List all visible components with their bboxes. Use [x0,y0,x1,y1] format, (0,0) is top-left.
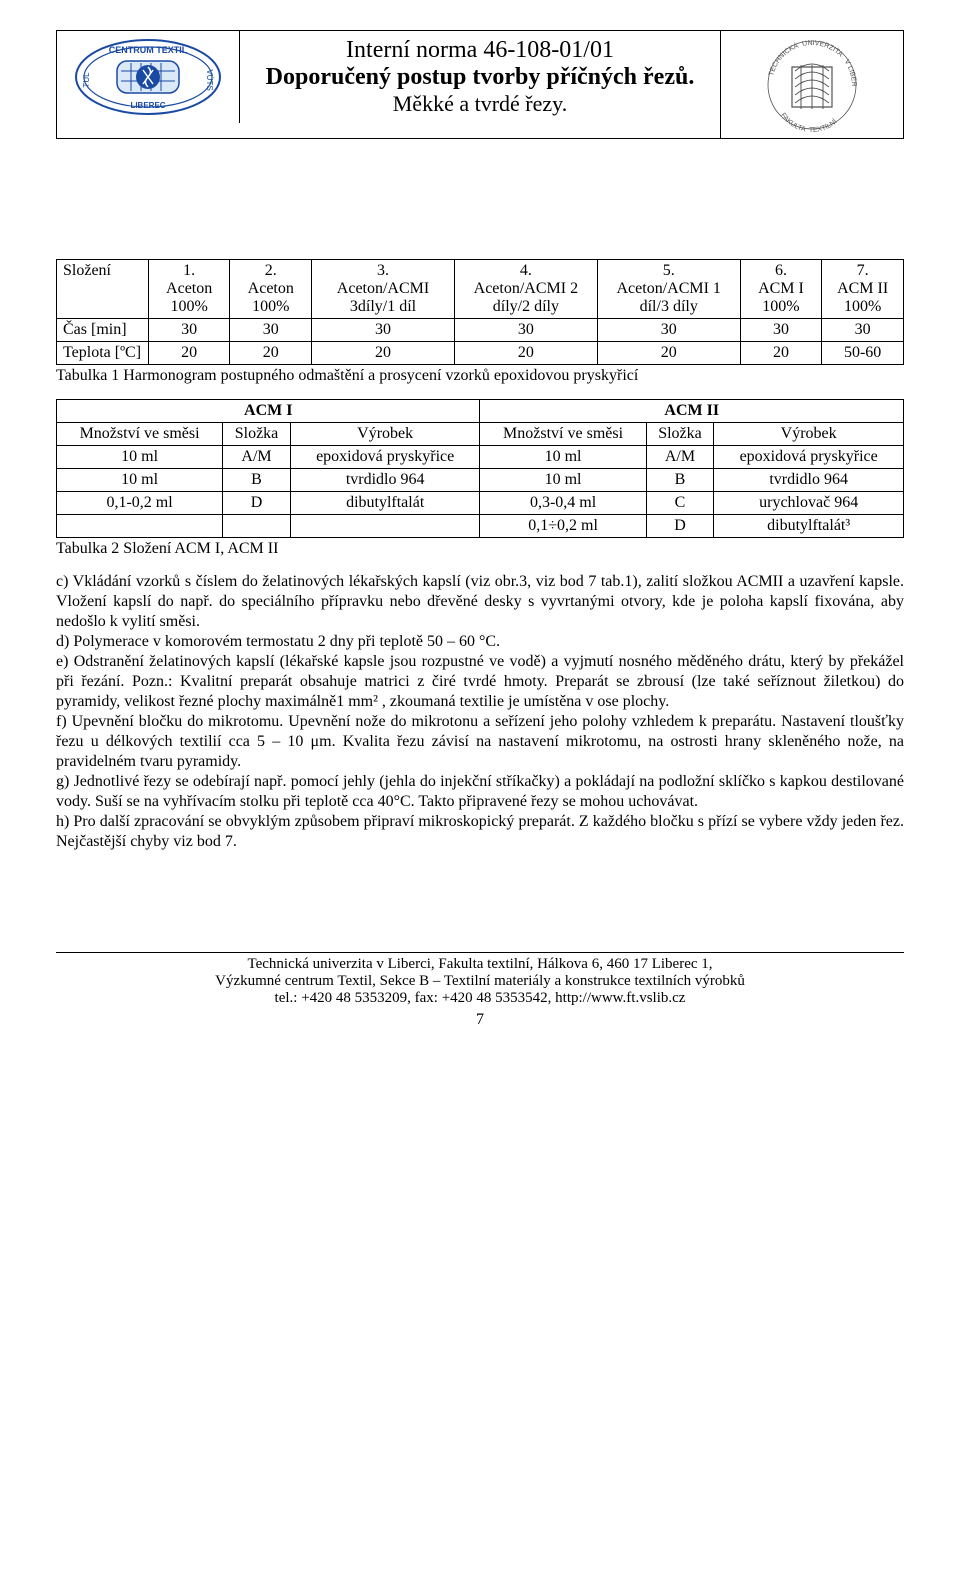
para-f: f) Upevnění bločku do mikrotomu. Upevněn… [56,713,904,770]
cell: A/M [223,446,291,469]
cell: 20 [597,342,740,365]
cell: 20 [740,342,822,365]
cell: 30 [740,319,822,342]
title-line-3: Měkké a tvrdé řezy. [393,91,568,117]
page: CENTRUM TEXTIL TUL VÚTS LIBEREC Interní … [0,0,960,1049]
cell: C [646,492,714,515]
row-label: Teplota [ºC] [57,342,149,365]
sub-header: Množství ve směsi [57,423,223,446]
cell: 0,1-0,2 ml [57,492,223,515]
sub-header: Výrobek [290,423,480,446]
table-row: Množství ve směsi Složka Výrobek Množstv… [57,423,904,446]
footer-line-1: Technická univerzita v Liberci, Fakulta … [56,956,904,973]
para-h: h) Pro další zpracování se obvyklým způs… [56,813,904,850]
para-c: c) Vkládání vzorků s číslem do želatinov… [56,573,904,630]
svg-text:FAKULTA TEXTILNÍ: FAKULTA TEXTILNÍ [779,112,838,132]
sub-header: Složka [646,423,714,446]
body-text: c) Vkládání vzorků s číslem do želatinov… [56,572,904,852]
cell: tvrdidlo 964 [714,469,904,492]
cell: dibutylftalát³ [714,515,904,538]
table-2: ACM I ACM II Množství ve směsi Složka Vý… [56,399,904,538]
col-head: 3.Aceton/ACMI 3díly/1 díl [312,260,455,319]
page-number: 7 [56,1011,904,1029]
col-head: 6.ACM I 100% [740,260,822,319]
title-line-1: Interní norma 46-108-01/01 [346,37,614,64]
title-cell: Interní norma 46-108-01/01 Doporučený po… [240,31,720,123]
cell: 50-60 [822,342,904,365]
cell: 10 ml [480,446,646,469]
table-row: Teplota [ºC] 20 20 20 20 20 20 50-60 [57,342,904,365]
right-logo-cell: TECHNICKÁ UNIVERZITA V LIBERCI FAKULTA T… [720,31,903,138]
cell: urychlovač 964 [714,492,904,515]
table-1: Složení 1.Aceton 100% 2.Aceton 100% 3.Ac… [56,259,904,365]
table-row: Složení 1.Aceton 100% 2.Aceton 100% 3.Ac… [57,260,904,319]
tul-seal-logo: TECHNICKÁ UNIVERZITA V LIBERCI FAKULTA T… [757,37,867,132]
para-e: e) Odstranění želatinových kapslí (lékař… [56,653,904,710]
cell [290,515,480,538]
cell [223,515,291,538]
cell: 30 [148,319,230,342]
centrum-textil-logo: CENTRUM TEXTIL TUL VÚTS LIBEREC [73,37,223,117]
cell: 20 [312,342,455,365]
cell: 30 [230,319,312,342]
cell: B [646,469,714,492]
svg-text:TECHNICKÁ UNIVERZITA V LIBE: TECHNICKÁ UNIVERZITA V LIBERCI [757,37,857,87]
group-header: ACM II [480,400,904,423]
cell: B [223,469,291,492]
table-row: 0,1-0,2 ml D dibutylftalát 0,3-0,4 ml C … [57,492,904,515]
logo-left-text: TUL [82,72,91,88]
table-2-caption: Tabulka 2 Složení ACM I, ACM II [56,540,904,558]
footer-rule [56,952,904,953]
cell: 30 [597,319,740,342]
cell: 30 [822,319,904,342]
cell: 10 ml [57,446,223,469]
cell: 20 [454,342,597,365]
row-label: Čas [min] [57,319,149,342]
content-area: Složení 1.Aceton 100% 2.Aceton 100% 3.Ac… [56,259,904,852]
para-g: g) Jednotlivé řezy se odebírají např. po… [56,773,904,810]
footer-line-2: Výzkumné centrum Textil, Sekce B – Texti… [56,973,904,990]
col-head: 1.Aceton 100% [148,260,230,319]
cell: dibutylftalát [290,492,480,515]
table-row: 0,1÷0,2 ml D dibutylftalát³ [57,515,904,538]
row-label: Složení [57,260,149,319]
col-head: 7.ACM II 100% [822,260,904,319]
cell: 30 [312,319,455,342]
col-head: 4.Aceton/ACMI 2 díly/2 díly [454,260,597,319]
cell: epoxidová pryskyřice [290,446,480,469]
cell: 10 ml [480,469,646,492]
footer-line-3: tel.: +420 48 5353209, fax: +420 48 5353… [56,990,904,1007]
logo-top-text: CENTRUM TEXTIL [109,45,188,55]
cell: 20 [230,342,312,365]
para-d: d) Polymerace v komorovém termostatu 2 d… [56,633,500,650]
cell [57,515,223,538]
cell: D [223,492,291,515]
col-head: 2.Aceton 100% [230,260,312,319]
col-head: 5.Aceton/ACMI 1 díl/3 díly [597,260,740,319]
cell: epoxidová pryskyřice [714,446,904,469]
left-logo-cell: CENTRUM TEXTIL TUL VÚTS LIBEREC [57,31,240,123]
cell: 20 [148,342,230,365]
table-1-caption: Tabulka 1 Harmonogram postupného odmaště… [56,367,904,385]
table-row: ACM I ACM II [57,400,904,423]
cell: D [646,515,714,538]
cell: tvrdidlo 964 [290,469,480,492]
cell: 0,1÷0,2 ml [480,515,646,538]
page-footer: Technická univerzita v Liberci, Fakulta … [56,952,904,1029]
cell: A/M [646,446,714,469]
cell: 0,3-0,4 ml [480,492,646,515]
cell: 10 ml [57,469,223,492]
logo-bottom-text: LIBEREC [130,101,165,110]
table-row: Čas [min] 30 30 30 30 30 30 30 [57,319,904,342]
logo-right-text: VÚTS [205,69,214,90]
cell: 30 [454,319,597,342]
table-row: 10 ml B tvrdidlo 964 10 ml B tvrdidlo 96… [57,469,904,492]
sub-header: Výrobek [714,423,904,446]
sub-header: Množství ve směsi [480,423,646,446]
table-row: 10 ml A/M epoxidová pryskyřice 10 ml A/M… [57,446,904,469]
sub-header: Složka [223,423,291,446]
group-header: ACM I [57,400,480,423]
title-line-2: Doporučený postup tvorby příčných řezů. [266,64,695,91]
document-header: CENTRUM TEXTIL TUL VÚTS LIBEREC Interní … [56,30,904,139]
